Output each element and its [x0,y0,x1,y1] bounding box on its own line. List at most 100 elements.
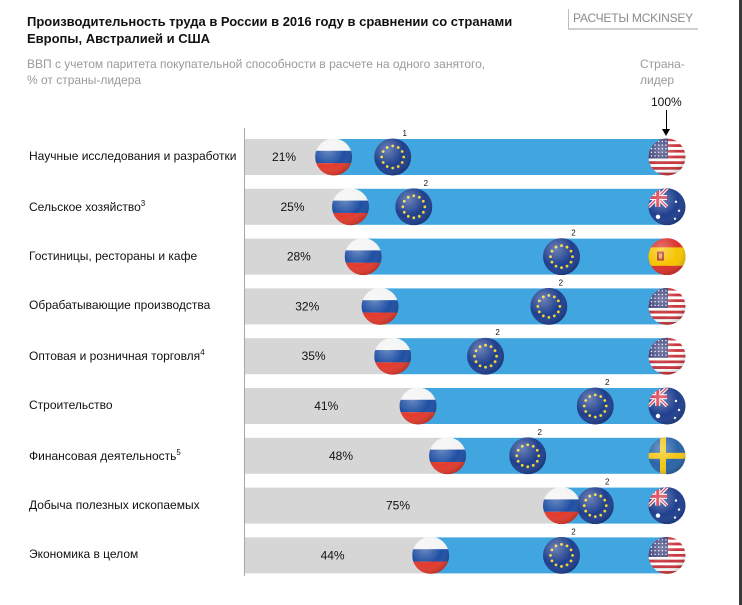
russia-value-label: 48% [329,449,353,463]
category-label: Оптовая и розничная торговля4 [29,348,205,363]
usa-flag-icon [648,138,686,176]
russia-value-label: 44% [321,548,345,562]
category-label: Научные исследования и разработки [29,149,236,163]
chart-row: 44% 2 [245,527,686,574]
eu-flag-icon [395,188,433,226]
eu-flag-icon [576,387,614,425]
gap-to-leader-bar [380,288,667,325]
russia-flag-icon [374,337,412,375]
chart-row: 25% 2 [245,179,686,226]
subtitle-line-2: % от страны-лидера [27,73,142,87]
gap-to-leader-bar [418,388,667,424]
russia-value-label: 41% [314,399,338,413]
category-footnote-marker: 4 [200,348,205,358]
eu-footnote-marker: 2 [495,328,500,337]
category-label-text: Оптовая и розничная торговля [29,349,201,364]
usa-flag-icon [648,536,686,574]
eu-flag-icon [576,487,614,525]
chart-row: 35% 2 [245,328,686,375]
eu-footnote-marker: 2 [538,428,543,437]
chart-title: Производительность труда в России в 2016… [27,14,513,46]
category-label: Добыча полезных ископаемых [29,498,200,512]
russia-bar [245,487,562,524]
gap-to-leader-bar [447,437,667,474]
russia-value-label: 28% [287,250,311,264]
russia-flag-icon [344,238,382,276]
chart-row: 48% 2 [245,428,686,475]
subtitle-line-1: ВВП с учетом паритета покупательной спос… [27,57,486,71]
chart-row: 75% 2 [245,478,686,525]
leader-header-line-2: лидер [640,73,675,87]
category-label: Финансовая деятельность5 [29,448,181,463]
chart-row: 32% 2 [245,278,686,325]
category-label-text: Финансовая деятельность [29,448,177,463]
chart-axis-line [244,128,245,576]
russia-bar [245,238,364,275]
down-arrow-icon [662,110,670,136]
usa-flag-icon [648,287,686,325]
australia-flag-icon [648,487,686,525]
eu-flag-icon [543,238,580,276]
leader-header-line-1: Страна- [640,57,685,71]
source-label: РАСЧЕТЫ MCKINSEY [568,9,698,30]
category-label: Строительство [29,398,113,412]
category-label-text: Гостиницы, рестораны и кафе [29,248,198,263]
eu-flag-icon [467,337,505,375]
category-label-text: Научные исследования и разработки [29,149,237,163]
russia-bar [245,288,381,325]
chart-row: 21% 1 [245,129,686,176]
australia-flag-icon [648,188,686,226]
spain-flag-icon [648,238,686,276]
russia-flag-icon [332,188,369,226]
eu-flag-icon [530,287,568,325]
russia-bar [245,437,448,474]
eu-footnote-marker: 2 [605,378,610,387]
category-label: Обрабатывающие производства [29,298,210,312]
eu-footnote-marker: 2 [571,229,576,238]
leader-value-label: 100% [651,95,682,109]
russia-flag-icon [361,287,399,325]
category-footnote-marker: 5 [176,447,181,457]
russia-bar [245,388,419,424]
russia-flag-icon [399,387,437,425]
category-label-text: Экономика в целом [29,547,139,562]
category-label-text: Добыча полезных ископаемых [29,497,200,512]
category-label-text: Обрабатывающие производства [29,298,211,313]
usa-flag-icon [648,337,686,375]
russia-flag-icon [543,487,580,525]
chart-row: 41% 2 [245,378,686,425]
category-label: Гостиницы, рестораны и кафе [29,249,197,263]
chart-row: 28% 2 [245,229,686,276]
category-footnote-marker: 3 [140,198,146,208]
leader-country-header: Страна- лидер [640,56,685,88]
russia-flag-icon [429,437,467,475]
gap-to-leader-bar [392,338,667,375]
category-label-text: Строительство [29,398,113,412]
russia-flag-icon [412,536,450,574]
russia-value-label: 75% [386,499,410,513]
russia-flag-icon [315,138,353,176]
eu-footnote-marker: 2 [605,478,610,487]
russia-value-label: 21% [272,150,296,164]
eu-footnote-marker: 2 [559,278,564,287]
eu-footnote-marker: 2 [571,527,576,536]
category-label: Экономика в целом [29,547,138,561]
eu-footnote-marker: 1 [402,129,407,138]
russia-bar [245,338,393,375]
russia-value-label: 35% [302,349,326,363]
eu-flag-icon [509,437,547,475]
russia-bar [245,537,431,574]
category-label-text: Сельское хозяйство [29,199,141,214]
sweden-flag-icon [648,437,686,475]
australia-flag-icon [648,387,686,425]
eu-footnote-marker: 2 [424,179,429,188]
category-label: Сельское хозяйство3 [29,199,145,214]
window-edge [739,0,742,605]
russia-value-label: 25% [280,200,304,214]
russia-value-label: 32% [295,299,319,313]
eu-flag-icon [543,536,580,574]
chart-subtitle: ВВП с учетом паритета покупательной спос… [27,56,527,88]
eu-flag-icon [374,138,412,176]
gap-to-leader-bar [363,238,667,275]
